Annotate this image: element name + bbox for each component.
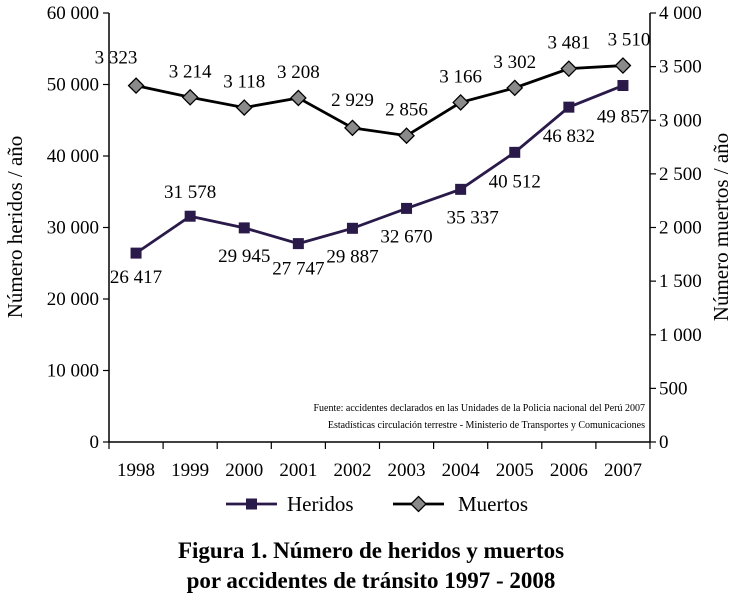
heridos-point <box>401 202 413 214</box>
caption-line-1: Figura 1. Número de heridos y muertos <box>177 538 565 563</box>
muertos-data-label: 2 929 <box>331 90 374 111</box>
heridos-data-label: 31 578 <box>164 182 216 203</box>
y-tick-label: 40 000 <box>47 146 99 167</box>
heridos-series-line <box>135 84 624 255</box>
muertos-point <box>506 79 524 97</box>
x-tick-label: 1998 <box>117 460 155 481</box>
y2-tick-label: 1 000 <box>659 325 702 346</box>
heridos-point <box>455 183 467 195</box>
x-tick-label: 2003 <box>388 460 426 481</box>
heridos-data-label: 26 417 <box>110 267 162 288</box>
muertos-data-label: 3 208 <box>277 62 320 83</box>
muertos-data-label: 3 302 <box>493 52 536 73</box>
muertos-data-label: 3 323 <box>95 48 138 69</box>
muertos-point <box>560 60 578 78</box>
x-tick-label: 2007 <box>604 460 642 481</box>
y-tick-label: 30 000 <box>47 218 99 239</box>
y2-tick-label: 2 000 <box>659 218 702 239</box>
heridos-point <box>617 80 629 92</box>
y-tick-label: 20 000 <box>47 289 99 310</box>
source-note-line-2: Estadísticas circulación terrestre - Min… <box>328 420 645 431</box>
y2-tick-label: 3 000 <box>659 110 702 131</box>
x-tick-label: 2006 <box>550 460 588 481</box>
y2-tick-label: 4 000 <box>659 3 702 24</box>
caption-line-2: por accidentes de tránsito 1997 - 2008 <box>186 568 556 593</box>
heridos-point <box>509 146 521 158</box>
muertos-series-line <box>135 64 624 138</box>
muertos-data-label: 3 166 <box>439 66 482 87</box>
x-tick-label: 2005 <box>496 460 534 481</box>
muertos-data-label: 3 118 <box>223 72 265 93</box>
x-tick-label: 2002 <box>333 460 371 481</box>
legend-label-muertos: Muertos <box>458 492 528 516</box>
muertos-point <box>235 99 253 117</box>
heridos-point <box>184 210 196 222</box>
heridos-data-label: 40 512 <box>489 171 541 192</box>
figure-caption: Figura 1. Número de heridos y muertos po… <box>0 536 742 596</box>
muertos-point <box>181 88 199 106</box>
line-chart: 0 10 000 20 000 30 000 40 000 50 000 60 000 0 50… <box>3 3 733 516</box>
heridos-data-label: 32 670 <box>380 226 432 247</box>
muertos-point <box>127 77 145 95</box>
muertos-point <box>614 57 632 74</box>
x-tick-label: 1999 <box>171 460 209 481</box>
heridos-data-label: 27 747 <box>272 259 324 280</box>
muertos-point <box>344 119 361 137</box>
y-tick-label: 50 000 <box>47 75 99 96</box>
heridos-point <box>130 247 142 259</box>
muertos-point <box>289 89 307 107</box>
muertos-data-label: 3 214 <box>169 61 212 82</box>
y2-tick-label: 2 500 <box>659 164 702 185</box>
heridos-point <box>238 222 250 234</box>
muertos-point <box>452 94 470 111</box>
x-tick-label: 2001 <box>279 460 317 481</box>
y-tick-label: 10 000 <box>47 361 99 382</box>
y-tick-label: 0 <box>90 432 100 453</box>
heridos-data-label: 35 337 <box>447 207 499 228</box>
y2-axis-label: Número muertos / año <box>709 133 733 321</box>
y2-tick-label: 0 <box>659 432 669 453</box>
muertos-data-label: 3 481 <box>547 33 590 54</box>
muertos-data-label: 2 856 <box>385 100 428 121</box>
legend-marker-heridos <box>246 498 257 510</box>
y-axis-label: Número heridos / año <box>3 136 27 319</box>
y2-tick-label: 1 500 <box>659 271 702 292</box>
y-tick-label: 60 000 <box>47 3 99 24</box>
heridos-point <box>346 222 358 234</box>
heridos-point <box>563 101 575 113</box>
legend-marker-muertos <box>410 495 427 513</box>
muertos-point <box>398 127 415 145</box>
x-tick-label: 2000 <box>225 460 263 481</box>
chart-legend: Heridos Muertos <box>226 492 528 516</box>
muertos-data-label: 3 510 <box>608 30 651 51</box>
chart-axes: 0 10 000 20 000 30 000 40 000 50 000 60 000 0 50… <box>47 3 702 481</box>
chart-series <box>127 57 632 259</box>
heridos-data-label: 29 945 <box>218 246 270 267</box>
y2-tick-label: 3 500 <box>659 57 702 78</box>
heridos-data-label: 49 857 <box>597 107 649 128</box>
x-tick-label: 2004 <box>442 460 481 481</box>
heridos-point <box>292 238 304 250</box>
heridos-data-label: 46 832 <box>543 126 595 147</box>
heridos-data-label: 29 887 <box>326 246 378 267</box>
source-note-line-1: Fuente: accidentes declarados en las Uni… <box>313 403 645 414</box>
legend-label-heridos: Heridos <box>287 492 354 516</box>
y2-tick-label: 500 <box>659 378 688 399</box>
